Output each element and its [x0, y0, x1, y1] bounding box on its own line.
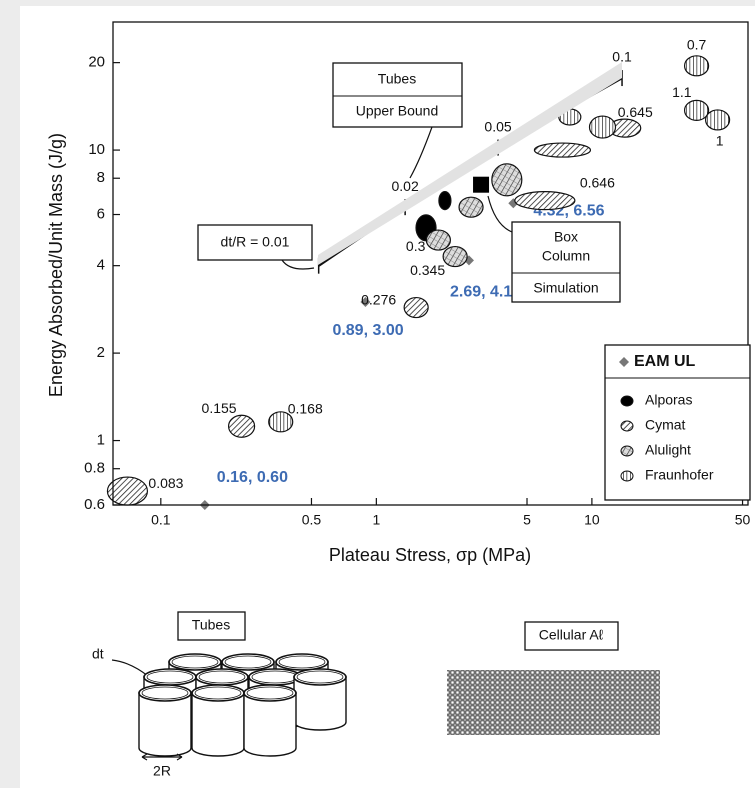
foam-point: [426, 230, 450, 250]
legend-label: EAM UL: [634, 353, 696, 370]
legend-marker: [621, 421, 633, 431]
annotation: Box: [554, 229, 578, 245]
tube: [139, 693, 191, 756]
tube: [192, 693, 244, 756]
foam-point: [515, 192, 575, 210]
diagram-label: 2R: [153, 763, 171, 779]
foam-point: [439, 192, 451, 210]
density-label: 0.155: [202, 400, 237, 416]
x-tick-label: 1: [372, 512, 380, 528]
foam-point: [534, 143, 590, 157]
y-tick-label: 2: [97, 344, 105, 361]
simulation-mark: [473, 177, 489, 193]
legend-label: Fraunhofer: [645, 467, 714, 483]
page: 0.1 0.5 1 5 10 50 0.6 0.8 1 2 4 6 8 10 20 0.02 0.05 0.1 0.…: [0, 0, 755, 788]
density-label: 0.276: [361, 291, 396, 307]
foam-point: [685, 100, 709, 120]
annotation: Tubes: [378, 71, 416, 87]
y-tick-label: 1: [97, 432, 105, 449]
annotation: Upper Bound: [356, 103, 439, 119]
foam-point: [404, 298, 428, 318]
diagram-label: dt: [92, 646, 104, 662]
legend-label: Cymat: [645, 417, 686, 433]
density-label: 1: [716, 133, 724, 149]
x-axis-label: Plateau Stress, σp (MPa): [329, 545, 531, 565]
density-label: 0.168: [288, 401, 323, 417]
annotation: Column: [542, 248, 590, 264]
y-tick-label: 0.6: [84, 496, 105, 513]
bound-label: 0.1: [612, 49, 632, 65]
foam-point: [229, 415, 255, 437]
density-label: 0.645: [618, 104, 653, 120]
x-tick-label: 5: [523, 512, 531, 528]
y-axis-label: Energy Absorbed/Unit Mass (J/g): [46, 133, 66, 397]
value-label: 0.16, 0.60: [217, 469, 288, 486]
legend-marker: [621, 396, 633, 406]
x-tick-label: 0.5: [302, 512, 322, 528]
density-label: 1.1: [672, 84, 692, 100]
legend-label: Alulight: [645, 442, 691, 458]
density-label: 0.3: [406, 238, 426, 254]
annotation: dt/R = 0.01: [221, 234, 290, 250]
y-tick-label: 6: [97, 205, 105, 222]
y-tick-label: 0.8: [84, 460, 105, 477]
diagram-label: Tubes: [192, 617, 230, 633]
y-tick-label: 20: [88, 54, 105, 71]
value-label: 2.69, 4.17: [450, 284, 521, 301]
foam-point: [589, 116, 615, 138]
annotation: Simulation: [533, 280, 598, 296]
density-label: 0.345: [410, 262, 445, 278]
density-label: 0.083: [148, 475, 183, 491]
y-tick-label: 10: [88, 141, 105, 158]
x-tick-label: 0.1: [151, 512, 171, 528]
y-tick-label: 8: [97, 169, 105, 186]
cellular-grid: [447, 670, 660, 735]
foam-point: [685, 56, 709, 76]
foam-point: [459, 197, 483, 217]
density-label: 0.646: [580, 174, 615, 190]
tube: [244, 693, 296, 756]
value-label: 0.89, 3.00: [332, 322, 403, 339]
legend-marker: [621, 471, 633, 481]
legend-marker: [621, 446, 633, 456]
y-tick-label: 4: [97, 257, 105, 274]
foam-point: [443, 247, 467, 267]
diagram-label: Cellular Aℓ: [539, 627, 604, 643]
x-tick-label: 50: [735, 512, 751, 528]
foam-point: [492, 164, 522, 196]
legend-label: Alporas: [645, 392, 692, 408]
bound-label: 0.05: [484, 118, 511, 134]
bound-label: 0.02: [392, 178, 419, 194]
density-label: 0.7: [687, 37, 707, 53]
x-tick-label: 10: [584, 512, 600, 528]
foam-point: [706, 110, 730, 130]
